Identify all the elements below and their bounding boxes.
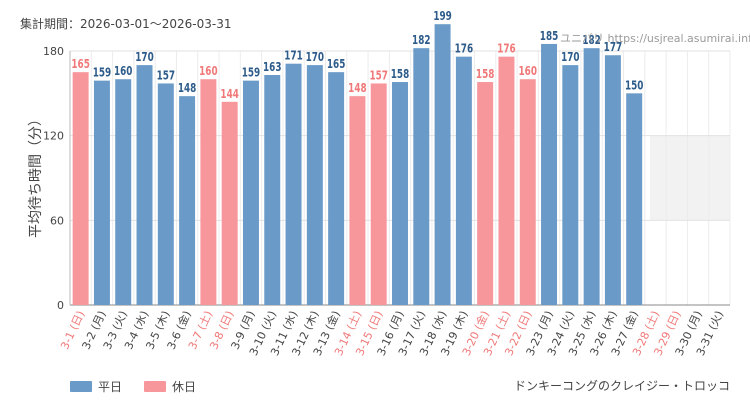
bar — [413, 48, 430, 306]
data-label: 165 — [327, 57, 346, 71]
bar — [93, 80, 110, 305]
data-label: 177 — [604, 40, 623, 54]
data-label: 144 — [220, 87, 239, 101]
bar — [370, 83, 387, 305]
data-label: 170 — [561, 50, 580, 64]
data-label: 148 — [348, 81, 367, 95]
data-label: 171 — [284, 49, 303, 63]
data-label: 157 — [369, 69, 388, 83]
data-label: 185 — [540, 29, 559, 43]
y-tick-label: 180 — [43, 45, 64, 58]
data-label: 160 — [519, 64, 538, 78]
bar — [328, 72, 345, 306]
data-label: 157 — [157, 69, 176, 83]
bar — [179, 96, 196, 306]
legend-label-weekday: 平日 — [98, 380, 123, 394]
bar — [477, 82, 494, 306]
bar — [72, 72, 89, 306]
data-label: 182 — [412, 33, 431, 47]
data-label: 163 — [263, 60, 282, 74]
data-label: 159 — [242, 66, 261, 80]
bar — [541, 43, 558, 305]
data-label: 158 — [391, 67, 410, 81]
legend-label-holiday: 休日 — [172, 380, 197, 394]
bar — [349, 96, 366, 306]
period-prefix: 集計期間： — [20, 17, 81, 31]
bar — [498, 56, 515, 306]
data-label: 199 — [433, 9, 452, 23]
period-range: 2026-03-01～2026-03-31 — [80, 17, 232, 31]
y-tick-label: 60 — [50, 214, 64, 227]
chart-legend: 平日 休日 — [70, 378, 196, 395]
y-tick-label: 120 — [43, 130, 64, 143]
bar — [604, 55, 621, 305]
bar — [626, 93, 643, 305]
bar — [200, 79, 217, 305]
bar — [221, 101, 238, 305]
bar — [583, 48, 600, 306]
data-label: 182 — [582, 33, 601, 47]
bar — [115, 79, 132, 305]
data-label: 160 — [114, 64, 133, 78]
period-label: 集計期間：2026-03-01～2026-03-31 — [20, 15, 232, 32]
bar — [455, 56, 472, 306]
bar — [242, 80, 259, 305]
y-tick-label: 0 — [57, 299, 64, 312]
bar — [136, 65, 153, 305]
watermark: ユニバリ https://usjreal.asumirai.info — [560, 32, 750, 45]
data-label: 176 — [455, 42, 474, 56]
bar — [157, 83, 174, 305]
bar — [562, 65, 579, 305]
bar — [519, 79, 536, 305]
data-label: 150 — [625, 78, 644, 92]
attraction-name: ドンキーコングのクレイジー・トロッコ — [513, 379, 730, 393]
bar — [434, 24, 451, 305]
bar — [392, 82, 408, 306]
data-label: 148 — [178, 81, 197, 95]
data-label: 158 — [476, 67, 495, 81]
legend-swatch-weekday — [70, 381, 92, 392]
background-band — [650, 135, 730, 221]
data-label: 170 — [135, 50, 154, 64]
data-label: 176 — [497, 42, 516, 56]
legend-item-holiday[interactable]: 休日 — [144, 378, 196, 395]
legend-swatch-holiday — [144, 381, 167, 392]
data-label: 160 — [199, 64, 218, 78]
data-label: 165 — [71, 57, 90, 71]
legend-item-weekday[interactable]: 平日 — [70, 378, 122, 395]
bar — [306, 65, 323, 305]
bar — [285, 63, 302, 306]
data-label: 159 — [93, 66, 112, 80]
data-label: 170 — [306, 50, 325, 64]
bar — [264, 74, 281, 305]
